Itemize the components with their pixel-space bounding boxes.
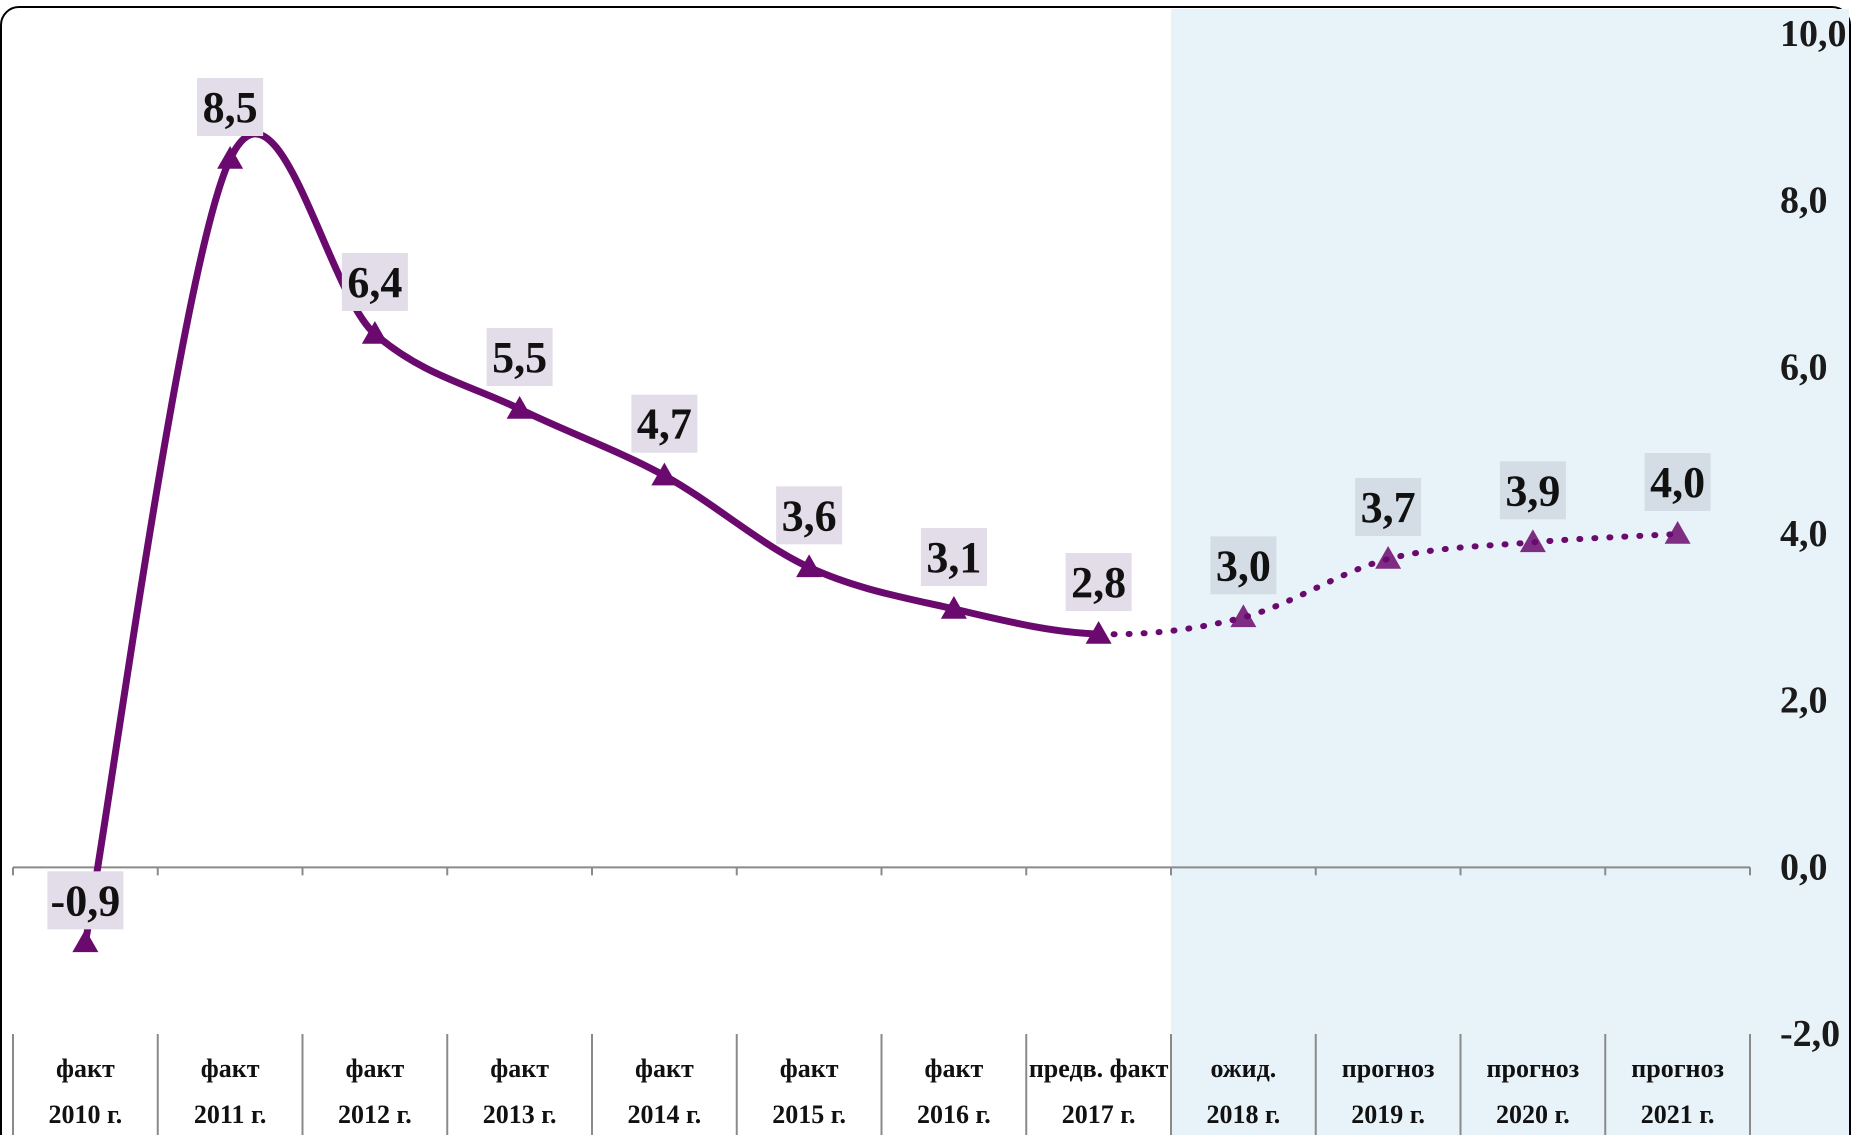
x-category-label: факт — [56, 1054, 115, 1083]
x-category-year-label: 2019 г. — [1351, 1100, 1425, 1129]
x-category-year-label: 2012 г. — [338, 1100, 412, 1129]
data-label-box — [197, 78, 264, 136]
data-point-marker — [1664, 521, 1691, 544]
data-label-box — [631, 394, 698, 453]
data-label: 3,0 — [1216, 541, 1271, 590]
data-label-box — [1355, 478, 1422, 536]
data-label: 3,9 — [1505, 466, 1560, 515]
data-label-box — [1644, 453, 1711, 511]
data-label: 4,0 — [1650, 458, 1705, 507]
x-category-year-label: 2014 г. — [627, 1100, 701, 1129]
data-point-marker — [940, 596, 967, 619]
data-label-box — [1065, 553, 1132, 611]
x-category-label: прогноз — [1631, 1054, 1724, 1083]
y-tick-label: 2,0 — [1780, 680, 1828, 722]
data-label: 8,5 — [203, 83, 258, 132]
data-label-box — [1210, 536, 1277, 595]
data-label-box — [47, 871, 124, 930]
data-label: 3,6 — [782, 491, 837, 540]
x-category-year-label: 2016 г. — [917, 1100, 991, 1129]
data-point-marker — [651, 462, 678, 486]
data-label: 2,8 — [1071, 558, 1126, 607]
y-tick-label: 8,0 — [1780, 180, 1828, 222]
y-tick-label: 0,0 — [1780, 846, 1828, 888]
x-category-label: факт — [201, 1054, 260, 1083]
data-label-box — [341, 253, 408, 311]
x-category-label: ожид. — [1210, 1054, 1276, 1083]
x-category-label: прогноз — [1342, 1054, 1435, 1083]
x-category-year-label: 2018 г. — [1206, 1100, 1280, 1129]
x-category-year-label: 2015 г. — [772, 1100, 846, 1129]
y-tick-label: -2,0 — [1780, 1013, 1840, 1055]
x-category-label: факт — [925, 1054, 984, 1083]
data-label: 3,7 — [1361, 483, 1416, 532]
data-point-marker — [1375, 546, 1402, 569]
data-point-marker — [217, 146, 244, 169]
data-point-marker — [72, 929, 99, 953]
x-category-label: факт — [490, 1054, 549, 1083]
data-label: -0,9 — [51, 876, 121, 925]
data-label: 3,1 — [926, 533, 981, 582]
x-category-label: предв. факт — [1029, 1054, 1169, 1083]
x-category-year-label: 2020 г. — [1496, 1100, 1570, 1129]
y-tick-label: 6,0 — [1780, 346, 1828, 388]
data-label-box — [776, 486, 843, 545]
data-point-marker — [1230, 604, 1257, 628]
data-point-marker — [796, 554, 823, 578]
data-point-marker — [361, 321, 388, 344]
data-label-box — [486, 328, 553, 386]
x-category-year-label: 2017 г. — [1062, 1100, 1136, 1129]
y-tick-label: 10,0 — [1780, 13, 1847, 55]
x-category-year-label: 2021 г. — [1641, 1100, 1715, 1129]
y-tick-label: 4,0 — [1780, 513, 1828, 555]
x-category-label: факт — [346, 1054, 405, 1083]
data-label-box — [1499, 461, 1566, 520]
data-point-marker — [1085, 621, 1112, 644]
x-category-label: прогноз — [1487, 1054, 1580, 1083]
data-point-marker — [506, 396, 533, 419]
data-label-box — [920, 528, 987, 586]
data-label: 6,4 — [347, 258, 402, 307]
x-category-year-label: 2011 г. — [194, 1100, 266, 1129]
x-category-label: факт — [780, 1054, 839, 1083]
data-label: 4,7 — [637, 400, 692, 449]
x-category-year-label: 2013 г. — [483, 1100, 557, 1129]
x-category-label: факт — [635, 1054, 694, 1083]
series-line-actual — [81, 130, 1103, 946]
data-point-marker — [1519, 529, 1546, 553]
forecast-band — [1171, 9, 1849, 1135]
x-category-year-label: 2010 г. — [48, 1100, 122, 1129]
data-label: 5,5 — [492, 333, 547, 382]
